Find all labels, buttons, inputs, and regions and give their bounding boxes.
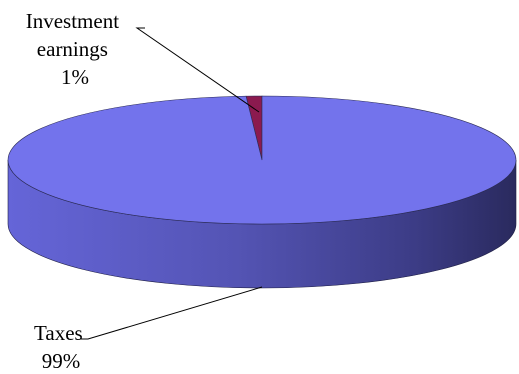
pie-slice-taxes — [7, 95, 517, 225]
pie-slices — [7, 95, 517, 225]
slice-label-line-1: Investment — [26, 9, 119, 33]
leader-line-taxes — [80, 286, 263, 340]
slice-percent-taxes: 99% — [42, 349, 81, 373]
slice-label-taxes: Taxes 99% — [34, 321, 88, 373]
slice-label-investment-earnings: Investment earnings 1% — [26, 9, 125, 89]
leader-line-investment-earnings — [135, 27, 260, 113]
slice-percent-investment-earnings: 1% — [61, 65, 89, 89]
slice-label-line-2: earnings — [37, 37, 108, 61]
leader-lines — [80, 27, 263, 340]
slice-label-line-1: Taxes — [34, 321, 83, 345]
